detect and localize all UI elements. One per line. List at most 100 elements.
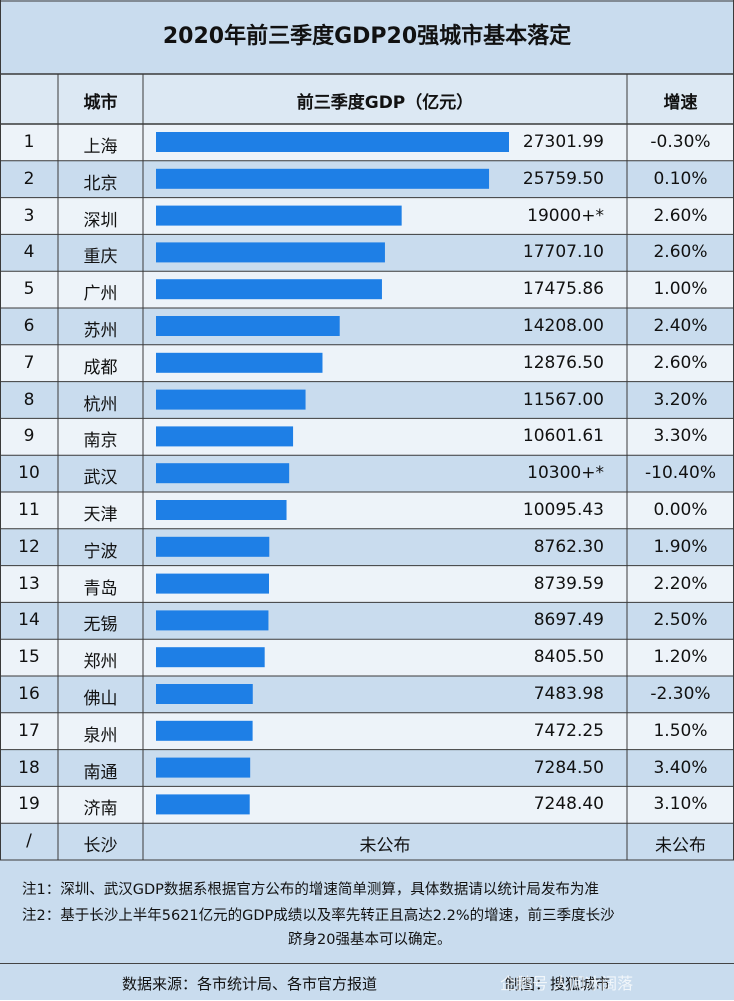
footer: 数据来源：各市统计局、各市官方报道 制图：搜狐城市 企鹅号 人间冰阔落	[0, 963, 734, 1001]
rank-cell: 19	[18, 794, 40, 815]
gdp-value: 27301.99	[522, 132, 604, 152]
rank-cell: 16	[18, 684, 40, 704]
gdp-value: 8405.50	[533, 647, 604, 668]
row-bg	[0, 602, 734, 640]
gdp-value: 未公布	[359, 836, 411, 857]
city-cell: 杭州	[83, 394, 118, 415]
rank-cell: 17	[18, 720, 40, 741]
row-bg	[0, 676, 734, 713]
city-cell: 宁波	[83, 541, 118, 562]
rank-cell: 13	[18, 573, 40, 594]
growth-cell: 1.00%	[653, 279, 708, 300]
rank-cell: 4	[23, 242, 35, 263]
city-cell: 无锡	[83, 615, 118, 636]
rank-cell: 11	[18, 500, 40, 520]
row-bg	[0, 418, 734, 456]
growth-cell: 3.10%	[653, 794, 708, 815]
growth-cell: 2.60%	[653, 205, 708, 226]
city-cell: 济南	[83, 799, 118, 820]
city-cell: 泉州	[83, 725, 118, 746]
gdp-bar	[156, 168, 490, 189]
rank-cell: /	[26, 831, 32, 852]
maker-text: 制图：搜狐城市	[505, 975, 611, 993]
row-bg	[0, 565, 734, 603]
gdp-bar	[156, 242, 385, 263]
growth-cell: -2.30%	[650, 684, 711, 704]
gdp-value: 14208.00	[522, 316, 604, 336]
row-bg	[0, 492, 734, 529]
city-cell: 成都	[83, 357, 118, 378]
rank-cell: 10	[18, 463, 40, 484]
chart-title: 2020年前三季度GDP20强城市基本落定	[162, 24, 572, 49]
city-cell: 深圳	[83, 210, 118, 231]
city-cell: 广州	[83, 284, 118, 305]
gdp-bar	[156, 352, 323, 373]
row-bg	[0, 528, 734, 566]
city-cell: 郑州	[83, 652, 118, 673]
gdp-value: 8697.49	[533, 610, 604, 631]
city-cell: 苏州	[83, 321, 118, 341]
gdp-value: 25759.50	[522, 168, 604, 189]
row-bg	[0, 455, 734, 492]
growth-cell: 3.30%	[653, 426, 708, 447]
growth-cell: 2.60%	[653, 352, 708, 373]
row-bg	[0, 823, 734, 860]
growth-cell: 1.20%	[653, 647, 708, 668]
source-text: 数据来源：各市统计局、各市官方报道	[122, 975, 378, 993]
growth-cell: 3.40%	[653, 757, 708, 778]
rank-cell: 9	[23, 426, 35, 447]
rank-cell: 6	[23, 316, 35, 336]
gdp-bar	[156, 684, 253, 704]
gdp-bar	[156, 794, 250, 815]
gdp-value: 10601.61	[522, 426, 604, 447]
row-bg	[0, 344, 734, 382]
growth-cell: 3.20%	[653, 389, 708, 410]
row-bg	[0, 639, 734, 676]
rank-cell: 15	[18, 647, 40, 668]
rank-cell: 2	[23, 168, 35, 189]
row-bg	[0, 786, 734, 824]
city-cell: 北京	[83, 173, 118, 194]
gdp-value: 7284.50	[533, 757, 604, 778]
gdp-bar	[156, 389, 306, 410]
gdp-bar	[156, 536, 270, 557]
gdp-bar	[156, 610, 269, 631]
growth-cell: 2.60%	[653, 242, 708, 263]
rank-cell: 1	[23, 132, 35, 152]
growth-cell: 0.10%	[653, 168, 708, 189]
note-1: 注1：深圳、武汉GDP数据系根据官方公布的增速简单测算，具体数据请以统计局发布为…	[22, 882, 599, 898]
gdp-value: 7248.40	[533, 794, 604, 815]
row-bg	[0, 749, 734, 787]
city-cell: 青岛	[83, 578, 118, 599]
city-cell: 佛山	[83, 689, 118, 709]
city-cell: 天津	[83, 505, 118, 525]
rank-cell: 5	[23, 279, 35, 300]
watermark-text: 企鹅号 人间冰阔落	[500, 974, 634, 993]
gdp-value: 19000+*	[527, 205, 604, 226]
city-cell: 上海	[83, 137, 118, 157]
row-bg	[0, 308, 734, 345]
growth-cell: 1.50%	[653, 720, 708, 741]
gdp-bar	[156, 463, 290, 484]
gdp-bar	[156, 205, 402, 226]
gdp-bar	[156, 573, 269, 594]
city-cell: 南京	[83, 431, 118, 452]
gdp-bar	[156, 132, 509, 152]
gdp-value: 17707.10	[522, 242, 604, 263]
gdp-value: 11567.00	[522, 389, 604, 410]
gdp-bar	[156, 279, 382, 300]
gdp-value: 7483.98	[533, 684, 604, 704]
rank-cell: 7	[23, 352, 35, 373]
rank-cell: 8	[23, 389, 35, 410]
header-city: 城市	[83, 93, 118, 113]
rank-cell: 12	[18, 536, 40, 557]
gdp-value: 10095.43	[522, 500, 604, 520]
gdp-value: 12876.50	[522, 352, 604, 373]
city-cell: 南通	[83, 762, 118, 783]
header-growth: 增速	[663, 93, 698, 113]
gdp-value: 17475.86	[522, 279, 604, 300]
rank-cell: 14	[18, 610, 40, 631]
city-cell: 重庆	[83, 247, 118, 268]
